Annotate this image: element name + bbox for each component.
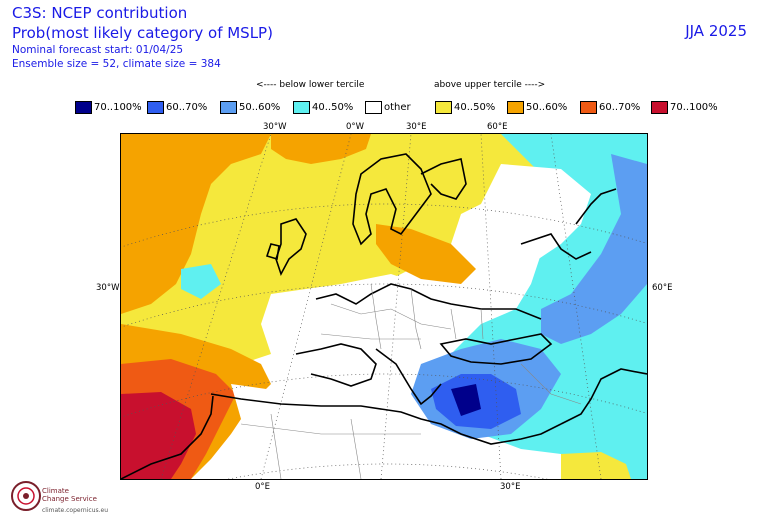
lat-tick-right: 60°E xyxy=(652,283,673,293)
lon-tick-top: 0°W xyxy=(346,122,365,132)
above-50-60-region xyxy=(121,134,271,314)
copernicus-logo xyxy=(6,474,116,518)
legend-swatch xyxy=(580,100,597,114)
legend-item: 40..50% xyxy=(435,99,495,115)
above-70-100-region xyxy=(121,392,196,479)
below-tercile-label: <---- below lower tercile xyxy=(256,80,365,90)
above-40-50-region xyxy=(561,452,631,479)
legend-swatch xyxy=(293,100,310,114)
legend-label: 40..50% xyxy=(312,101,354,113)
below-50-60-region xyxy=(541,154,647,344)
other-region xyxy=(261,274,431,394)
lon-tick-top: 30°E xyxy=(406,122,427,132)
graticule xyxy=(121,134,647,479)
legend-label: 70..100% xyxy=(94,101,142,113)
legend-swatch xyxy=(75,100,92,114)
legend-item: 50..60% xyxy=(507,99,567,115)
legend-label: 40..50% xyxy=(454,101,496,113)
logo-url: climate.copernicus.eu xyxy=(42,507,109,514)
lon-tick-bottom: 30°E xyxy=(500,482,521,492)
above-tercile-label: above upper tercile ----> xyxy=(434,80,546,90)
above-50-60-region xyxy=(271,134,371,164)
legend-label: 70..100% xyxy=(670,101,718,113)
season-label: JJA 2025 xyxy=(685,22,747,40)
legend-item: other xyxy=(365,99,411,115)
below-40-50-region xyxy=(181,264,221,299)
coastlines xyxy=(121,153,647,479)
map-canvas xyxy=(121,134,647,479)
legend-swatch xyxy=(147,100,164,114)
map-subtitle: Prob(most likely category of MSLP) xyxy=(12,24,273,42)
lon-tick-top: 30°W xyxy=(263,122,287,132)
ensemble-size: Ensemble size = 52, climate size = 384 xyxy=(12,58,221,70)
legend-label: 60..70% xyxy=(599,101,641,113)
legend-label: 60..70% xyxy=(166,101,208,113)
logo-text-service: Change Service xyxy=(42,495,97,503)
legend-item: 70..100% xyxy=(75,99,142,115)
legend-item: 60..70% xyxy=(147,99,207,115)
legend-swatch xyxy=(507,100,524,114)
other-region xyxy=(231,384,431,479)
lon-tick-bottom: 0°E xyxy=(255,482,271,492)
below-70-100-region xyxy=(451,384,481,416)
legend-label: other xyxy=(384,101,411,113)
lat-tick-left: 30°W xyxy=(96,283,120,293)
legend-swatch xyxy=(651,100,668,114)
lon-tick-top: 60°E xyxy=(487,122,508,132)
borders xyxy=(240,283,582,479)
other-region xyxy=(476,164,591,284)
legend-label: 50..60% xyxy=(526,101,568,113)
legend-item: 60..70% xyxy=(580,99,640,115)
legend-item: 40..50% xyxy=(293,99,353,115)
probability-map xyxy=(120,133,648,480)
legend-swatch xyxy=(220,100,237,114)
legend-label: 50..60% xyxy=(239,101,281,113)
legend-item: 50..60% xyxy=(220,99,280,115)
legend-item: 70..100% xyxy=(651,99,718,115)
forecast-start: Nominal forecast start: 01/04/25 xyxy=(12,44,184,56)
legend-swatch xyxy=(435,100,452,114)
above-50-60-region xyxy=(376,224,476,284)
logo-text-climate: Climate xyxy=(42,487,69,495)
map-title: C3S: NCEP contribution xyxy=(12,4,188,22)
legend-swatch xyxy=(365,100,382,114)
